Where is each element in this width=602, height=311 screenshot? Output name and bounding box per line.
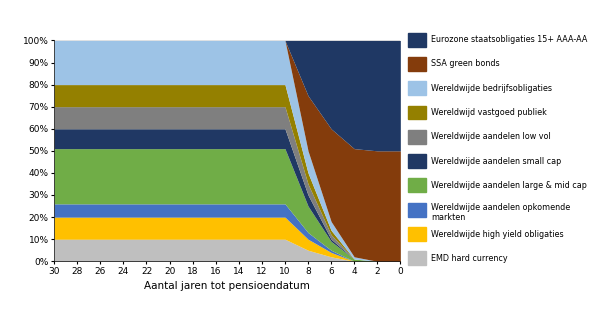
Bar (408, 227, 426, 241)
Bar (408, 57, 426, 71)
Text: markten: markten (432, 213, 465, 222)
Text: Wereldwijde bedrijfsobligaties: Wereldwijde bedrijfsobligaties (432, 84, 553, 93)
Bar (408, 154, 426, 168)
Bar (408, 179, 426, 193)
Text: Wereldwijde aandelen small cap: Wereldwijde aandelen small cap (432, 157, 562, 166)
Bar (408, 105, 426, 119)
Text: Vaste uitkering (ontwikkeling beleggingsmix): Vaste uitkering (ontwikkeling beleggings… (5, 10, 346, 23)
Text: Wereldwijde high yield obligaties: Wereldwijde high yield obligaties (432, 230, 564, 239)
Text: SSA green bonds: SSA green bonds (432, 59, 500, 68)
X-axis label: Aantal jaren tot pensioendatum: Aantal jaren tot pensioendatum (144, 281, 310, 291)
Text: Wereldwijde aandelen opkomende: Wereldwijde aandelen opkomende (432, 202, 571, 211)
Bar (408, 81, 426, 95)
Text: EMD hard currency: EMD hard currency (432, 254, 508, 263)
Text: Wereldwijde aandelen low vol: Wereldwijde aandelen low vol (432, 132, 551, 141)
Text: Eurozone staatsobligaties 15+ AAA-AA: Eurozone staatsobligaties 15+ AAA-AA (432, 35, 588, 44)
Bar (408, 203, 426, 217)
Text: Wereldwijd vastgoed publiek: Wereldwijd vastgoed publiek (432, 108, 547, 117)
Bar (408, 130, 426, 144)
Bar (408, 251, 426, 265)
Bar (408, 33, 426, 47)
Text: Wereldwijde aandelen large & mid cap: Wereldwijde aandelen large & mid cap (432, 181, 588, 190)
